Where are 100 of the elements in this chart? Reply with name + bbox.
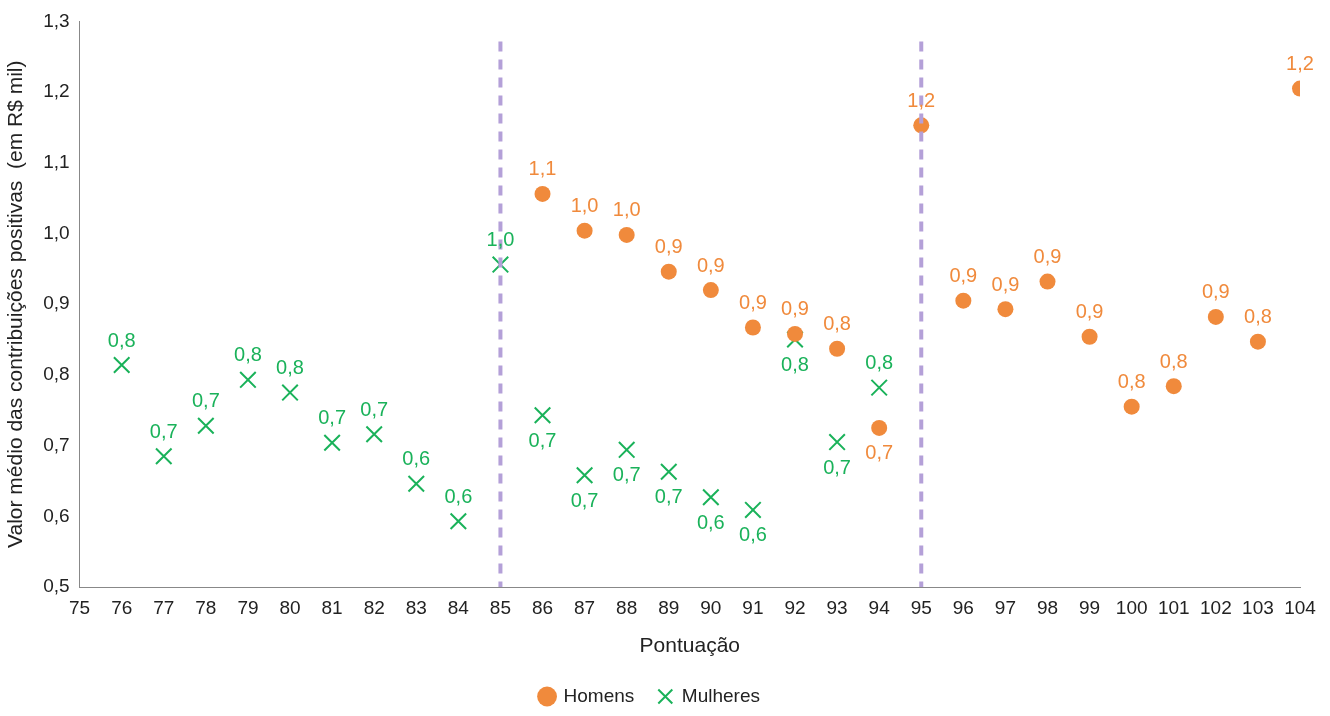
x-tick-label: 84 xyxy=(447,596,470,618)
y-tick-label: 1,3 xyxy=(43,9,70,31)
data-label: 0,8 xyxy=(781,353,809,376)
data-label: 1,0 xyxy=(570,194,599,217)
x-tick-label: 92 xyxy=(784,596,806,618)
point xyxy=(997,301,1014,318)
point xyxy=(1207,308,1224,325)
data-label: 0,7 xyxy=(149,419,178,442)
data-label: 0,6 xyxy=(402,447,431,470)
data-label: 0,7 xyxy=(612,463,641,486)
point xyxy=(618,226,635,243)
point xyxy=(829,340,846,357)
point xyxy=(744,319,761,336)
data-label: 0,8 xyxy=(1244,305,1272,328)
point xyxy=(1165,378,1182,395)
data-label: 0,7 xyxy=(360,397,389,420)
x-tick-label: 79 xyxy=(237,596,259,618)
data-label: 0,9 xyxy=(696,253,725,276)
y-tick-label: 1,2 xyxy=(43,80,70,102)
x-tick-label: 102 xyxy=(1199,596,1232,618)
data-label: 0,9 xyxy=(1033,245,1062,268)
x-tick-label: 83 xyxy=(405,596,427,618)
x-tick-label: 76 xyxy=(111,596,133,618)
point xyxy=(575,466,594,485)
point xyxy=(534,185,551,202)
point xyxy=(155,447,173,465)
y-tick-label: 0,9 xyxy=(43,292,70,314)
x-tick-label: 82 xyxy=(363,596,385,618)
data-label: 0,6 xyxy=(696,510,725,533)
data-label: 0,8 xyxy=(823,312,851,335)
point xyxy=(365,425,383,444)
data-label: 1,0 xyxy=(486,228,515,251)
y-tick-label: 0,5 xyxy=(43,575,70,597)
data-label: 0,8 xyxy=(1159,349,1188,372)
point xyxy=(449,512,468,531)
point xyxy=(955,292,972,309)
x-tick-label: 104 xyxy=(1284,596,1317,618)
point xyxy=(1081,328,1098,345)
x-tick-label: 80 xyxy=(279,596,301,618)
point xyxy=(112,356,131,374)
x-axis-title: Pontuação xyxy=(639,633,741,657)
legend-label: Homens xyxy=(563,684,635,706)
x-tick-label: 89 xyxy=(658,596,680,618)
x-tick-label: 86 xyxy=(531,596,554,618)
x-tick-label: 94 xyxy=(868,596,891,618)
data-label: 0,9 xyxy=(1201,280,1230,303)
x-tick-label: 85 xyxy=(489,596,512,618)
x-tick-label: 98 xyxy=(1036,596,1059,618)
x-tick-label: 95 xyxy=(910,596,932,618)
data-label: 1,2 xyxy=(1286,52,1314,75)
y-tick-label: 0,7 xyxy=(43,433,70,455)
data-label: 0,8 xyxy=(234,343,262,366)
data-label: 0,9 xyxy=(781,297,809,320)
data-label: 0,9 xyxy=(654,235,683,258)
point xyxy=(407,475,426,493)
point xyxy=(1249,333,1266,350)
y-tick-label: 1,0 xyxy=(43,221,70,243)
data-label: 0,9 xyxy=(739,291,767,314)
x-tick-label: 90 xyxy=(700,596,722,618)
point xyxy=(281,383,299,402)
data-label: 0,7 xyxy=(823,455,851,478)
x-tick-label: 93 xyxy=(826,596,848,618)
data-label: 0,7 xyxy=(318,406,347,429)
point xyxy=(533,406,552,424)
x-tick-label: 91 xyxy=(742,596,764,618)
data-label: 1,0 xyxy=(612,198,641,221)
point xyxy=(1123,398,1140,415)
point xyxy=(828,433,846,451)
x-tick-label: 78 xyxy=(195,596,217,618)
data-label: 0,8 xyxy=(107,328,136,351)
point xyxy=(197,417,215,435)
point xyxy=(239,371,257,389)
x-tick-label: 88 xyxy=(616,596,638,618)
y-tick-label: 0,6 xyxy=(43,504,70,526)
x-tick-label: 103 xyxy=(1242,596,1274,618)
data-label: 0,6 xyxy=(444,484,473,507)
point xyxy=(1039,273,1056,290)
data-label: 0,8 xyxy=(276,356,304,379)
y-tick-label: 1,1 xyxy=(43,151,70,173)
data-label: 1,2 xyxy=(907,88,936,111)
x-tick-label: 77 xyxy=(153,596,175,618)
x-tick-label: 81 xyxy=(321,596,343,618)
data-label: 0,9 xyxy=(949,264,978,287)
point xyxy=(744,501,762,519)
data-label: 0,9 xyxy=(1075,300,1104,323)
x-tick-label: 75 xyxy=(69,596,91,618)
x-tick-label: 87 xyxy=(574,596,596,618)
data-label: 1,1 xyxy=(528,157,557,180)
point xyxy=(323,433,341,452)
y-tick-label: 0,8 xyxy=(43,363,70,385)
point xyxy=(702,282,719,299)
x-tick-label: 96 xyxy=(952,596,974,618)
point xyxy=(702,488,720,506)
point xyxy=(870,378,888,397)
x-tick-label: 101 xyxy=(1157,596,1190,618)
data-label: 0,8 xyxy=(1117,370,1146,393)
point xyxy=(787,325,804,342)
data-label: 0,7 xyxy=(654,485,683,508)
data-label: 0,9 xyxy=(991,272,1020,295)
point xyxy=(660,263,677,280)
